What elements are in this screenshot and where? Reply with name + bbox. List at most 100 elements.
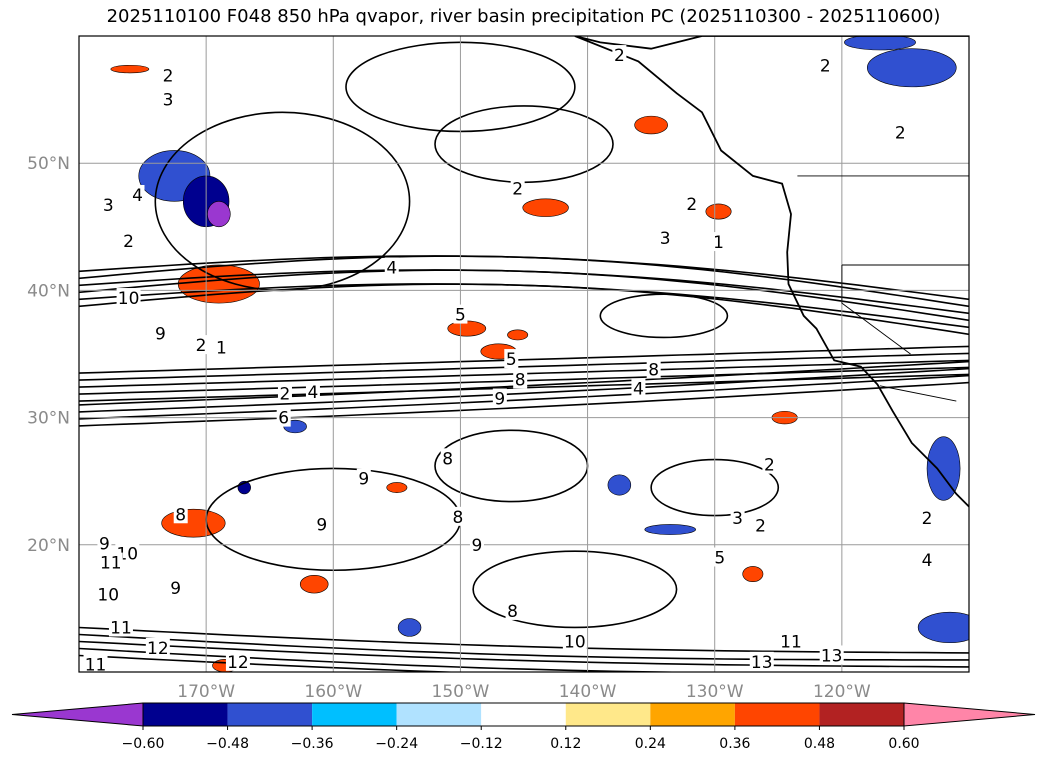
contour-label: 2 [163, 66, 174, 86]
contour-label-bg [450, 506, 465, 526]
precip-patch [177, 264, 260, 304]
precip-patch [161, 508, 226, 538]
contour-label-bg [101, 195, 116, 215]
contour-label: 4 [386, 259, 397, 279]
precip-patch [866, 48, 957, 88]
contour-label: 4 [633, 379, 644, 399]
contour-label: 2 [512, 180, 523, 200]
precip-patch [207, 201, 231, 228]
colorbar-tick-label: 0.36 [719, 736, 750, 752]
contour-label-bg [214, 337, 229, 357]
chart-title: 2025110100 F048 850 hPa qvapor, river ba… [106, 6, 941, 27]
contour-label-bg [453, 304, 468, 324]
colorbar-tick-label: −0.60 [122, 736, 165, 752]
contour-label: 6 [278, 409, 289, 429]
contour-label-bg [277, 383, 292, 403]
precip-patch [507, 329, 529, 341]
contour-label-bg [276, 407, 291, 427]
contour-label-bg [920, 550, 935, 570]
precip-patch [634, 115, 668, 135]
map-background [79, 36, 969, 672]
contour-label-bg [121, 230, 136, 250]
contour-label: 4 [132, 186, 143, 206]
contour-label-bg [562, 631, 587, 651]
colorbar: −0.60 −0.48 −0.36 −0.24 −0.12 0.12 0.24 0.36 0.4… [11, 702, 1036, 752]
border-line [841, 265, 911, 355]
contour-label: 9 [494, 390, 505, 410]
contour-label: 12 [147, 639, 169, 659]
contour-label-bg [168, 578, 183, 598]
contour-label-bg [762, 454, 777, 474]
axis-tick-labels: 170°W 160°W 150°W 140°W 130°W 120°W 50°N 40°N 30… [27, 154, 871, 702]
contour-label-bg [108, 617, 133, 637]
contour-label: 2 [895, 124, 906, 144]
contour-label: 10 [97, 585, 119, 605]
contour-label-bg [173, 504, 188, 524]
qvapor-contour-line [79, 374, 969, 420]
contour-label: 9 [99, 535, 110, 555]
lon-tick-label: 140°W [559, 682, 617, 702]
qvapor-contour-line [79, 381, 969, 427]
colorbar-frame [142, 702, 905, 727]
contour-label: 2 [196, 336, 207, 356]
precip-patch [644, 524, 696, 535]
precipitation-shading [110, 36, 969, 672]
colorbar-tick-label: 0.24 [635, 736, 666, 752]
colorbar-tick-label: −0.24 [375, 736, 418, 752]
lon-tick-label: 170°W [177, 682, 235, 702]
contour-label: 9 [170, 579, 181, 599]
contour-label: 2 [755, 517, 766, 537]
contour-label: 2 [686, 195, 697, 215]
contour-label: 9 [358, 470, 369, 490]
lon-tick-label: 150°W [432, 682, 490, 702]
colorbar-bin [481, 703, 566, 726]
precip-patch [386, 482, 408, 493]
contour-label-bg [161, 65, 175, 85]
contour-label-bg [504, 349, 519, 369]
contour-label-bg [130, 185, 145, 204]
lon-tick-label: 160°W [304, 682, 362, 702]
contour-label: 2 [764, 456, 775, 476]
qvapor-contour-line [79, 255, 969, 308]
lat-tick-label: 20°N [27, 536, 70, 556]
coastline [574, 36, 969, 508]
colorbar-bin [734, 703, 820, 726]
lat-tick-label: 30°N [27, 409, 70, 429]
contour-label: 5 [506, 350, 517, 370]
contour-label-bg [646, 359, 661, 379]
contour-label: 8 [648, 360, 659, 380]
contour-label: 9 [155, 325, 166, 345]
contour-label: 4 [922, 551, 933, 571]
map-frame [78, 35, 970, 673]
contour-label-bg [612, 45, 627, 65]
contour-label: 2 [280, 384, 291, 404]
contour-label-bg [920, 508, 935, 528]
contour-label: 2 [922, 509, 933, 529]
colorbar-bin [312, 703, 397, 726]
contour-label-bg [749, 651, 774, 671]
contour-label: 2 [123, 232, 134, 252]
contour-label: 13 [751, 653, 773, 673]
contour-label: 11 [110, 618, 132, 638]
contour-label: 8 [515, 370, 526, 390]
colorbar-extend-high [903, 702, 1036, 727]
precip-patch [742, 566, 764, 582]
contour-label-bg [384, 257, 399, 277]
contour-label-bg [711, 232, 726, 252]
lat-tick-label: 40°N [27, 281, 70, 301]
lon-tick-label: 130°W [686, 682, 744, 702]
precip-patch [299, 575, 329, 594]
contour-label: 8 [442, 449, 453, 469]
contour-label: 11 [780, 632, 802, 652]
contour-label: 9 [472, 536, 483, 556]
lat-tick-label: 50°N [27, 154, 70, 174]
contour-label-bg [631, 378, 646, 398]
contour-label-bg [96, 584, 121, 604]
colorbar-tick-label: 0.12 [550, 736, 581, 752]
contour-label-bg [161, 89, 175, 109]
contour-label-bg [893, 122, 908, 142]
contour-label-bg [510, 178, 525, 198]
contour-label-bg [753, 515, 768, 535]
contour-label: 1 [713, 233, 724, 253]
